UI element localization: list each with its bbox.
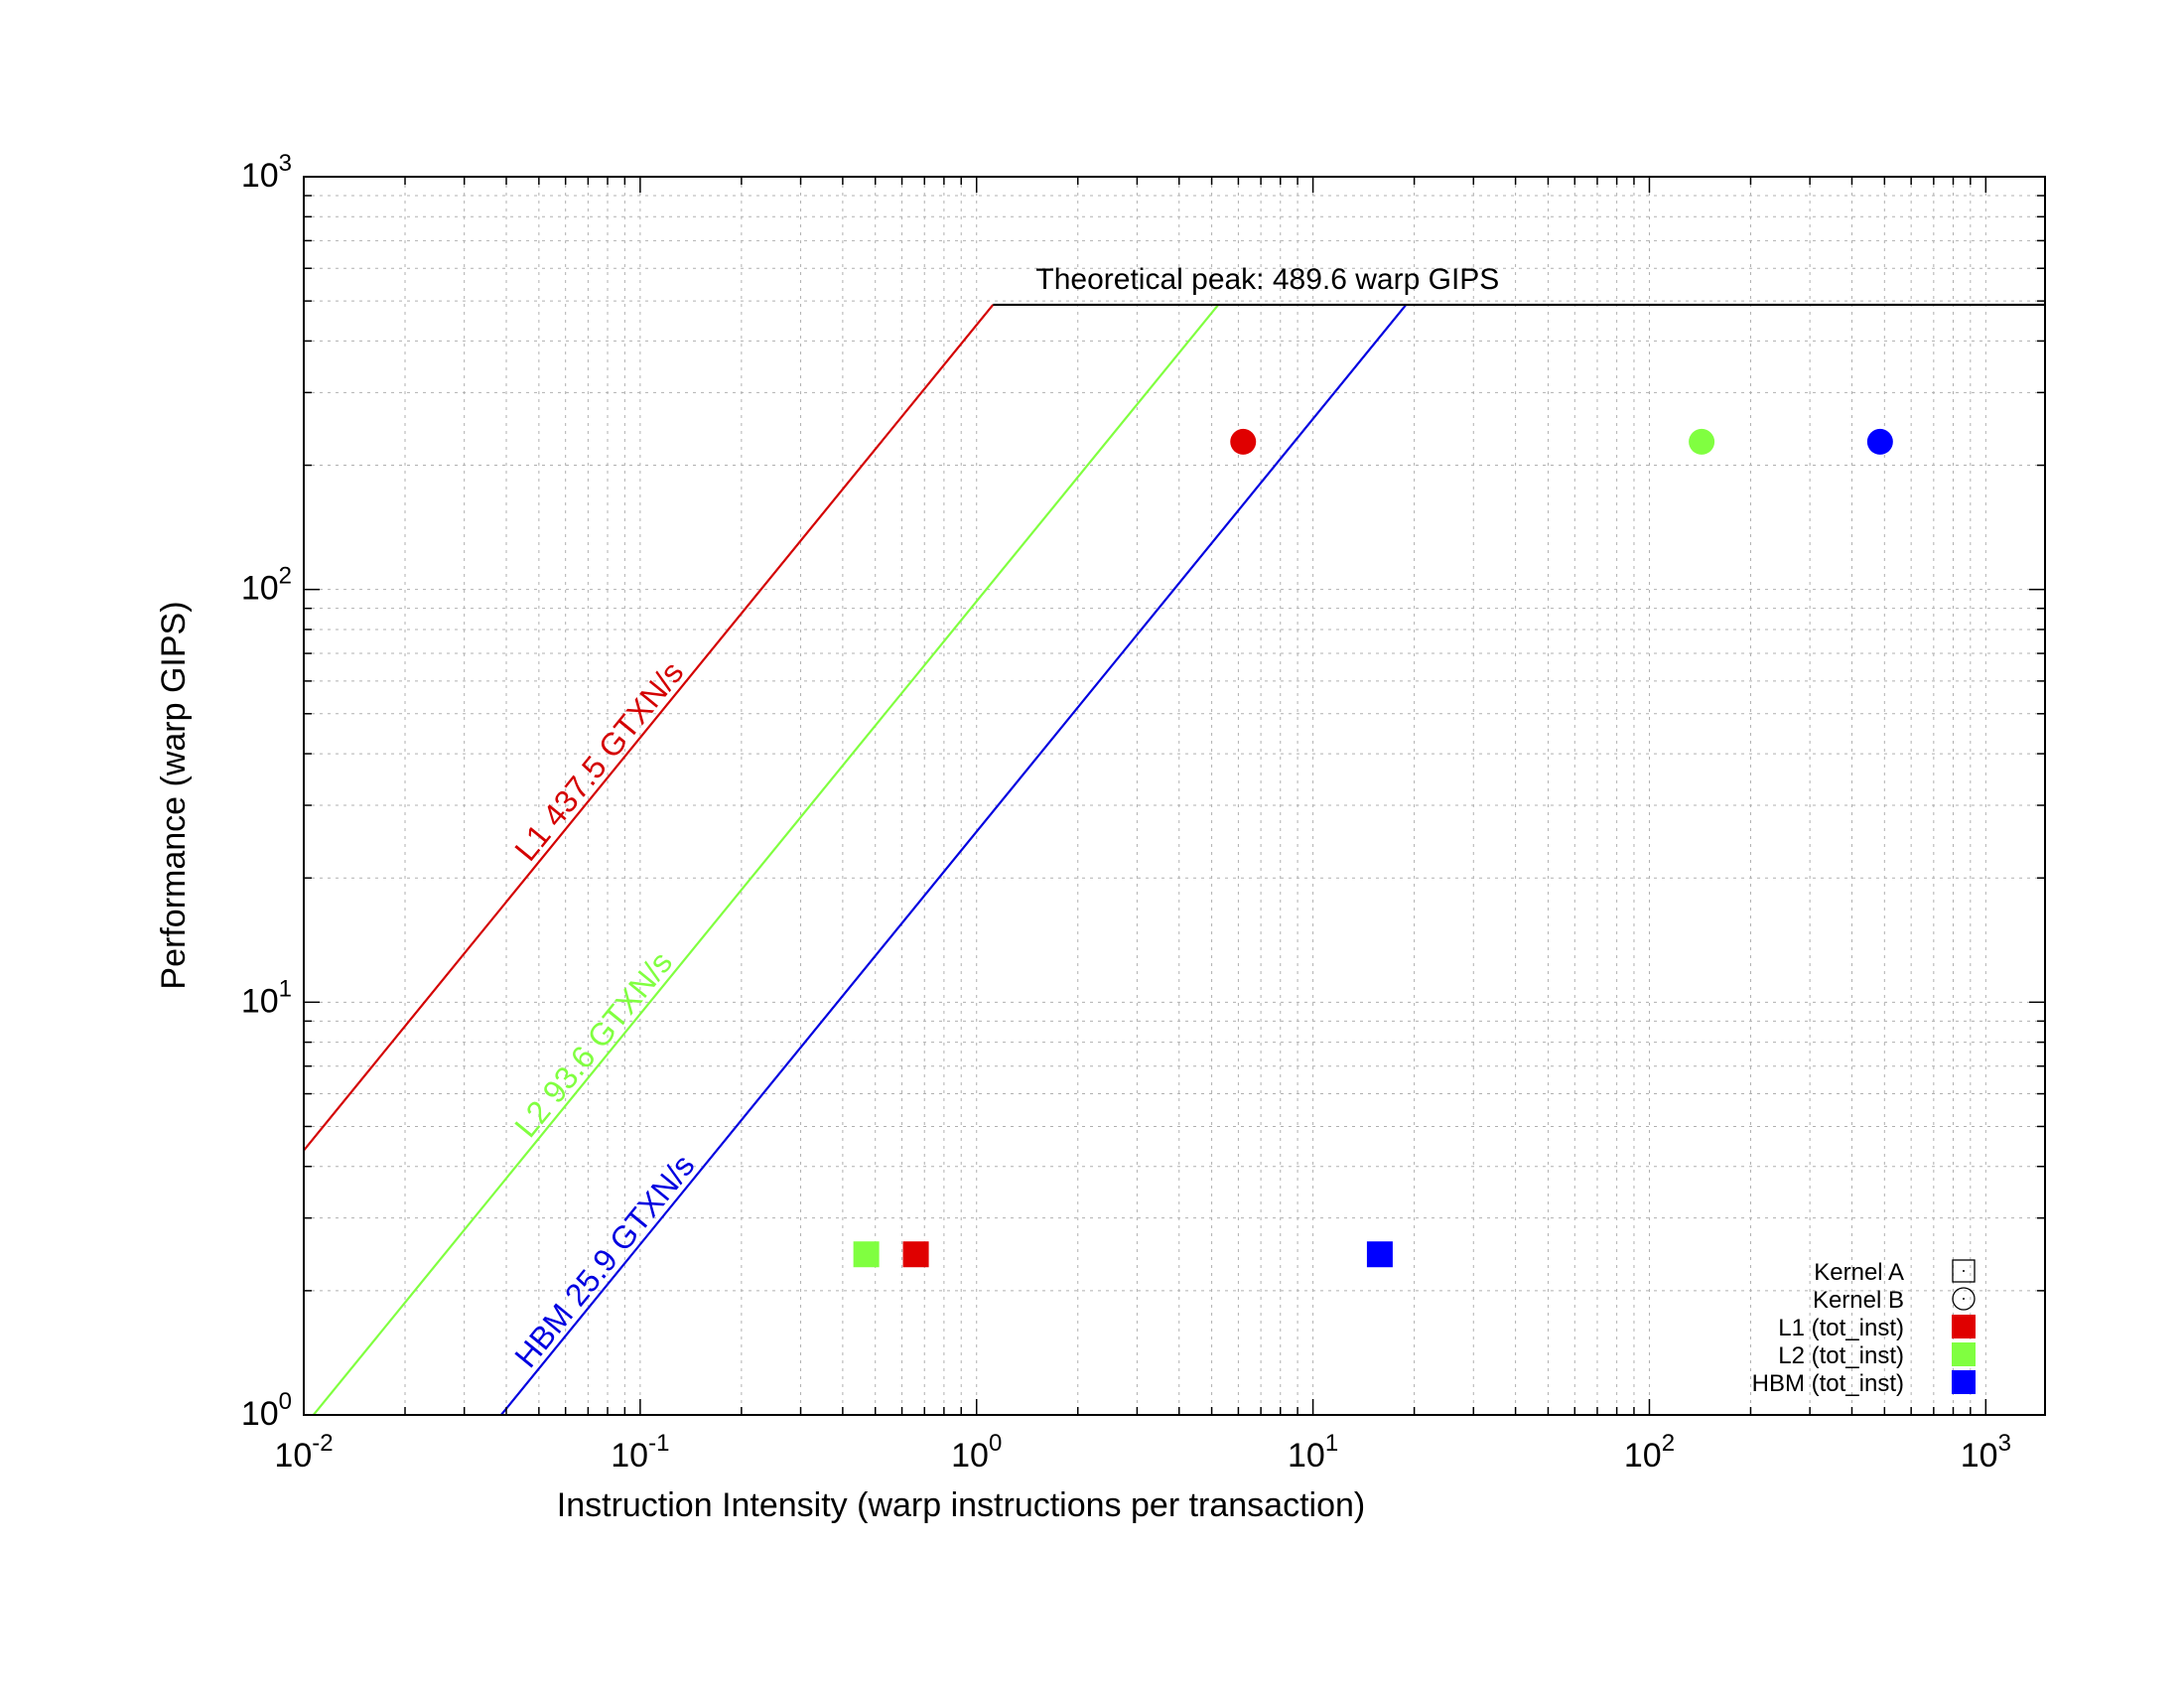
legend-circle-marker xyxy=(1952,1287,1976,1311)
roofline-label: HBM 25.9 GTXN/s xyxy=(507,1148,701,1374)
peak-label: Theoretical peak: 489.6 warp GIPS xyxy=(1035,263,1499,296)
roofline-l2 xyxy=(312,304,1220,1415)
y-axis-label: Performance (warp GIPS) xyxy=(155,601,193,989)
y-tick-label: 100 xyxy=(241,1388,292,1433)
data-point-square xyxy=(902,1241,929,1268)
axis-ticks: 10-2 10-1 100 101 102 103 100 101 102 103 xyxy=(241,150,2045,1475)
legend-marker-dot xyxy=(1963,1270,1965,1272)
legend-label: L2 (tot_inst) xyxy=(1778,1342,1904,1369)
legend-color-swatch xyxy=(1952,1342,1976,1366)
roofline-l1 xyxy=(304,304,995,1152)
roofline-hbm xyxy=(499,304,1408,1415)
x-tick-label: 10-1 xyxy=(611,1430,669,1475)
data-point-square xyxy=(1366,1241,1393,1268)
x-tick-label: 100 xyxy=(951,1430,1002,1475)
legend-label: Kernel A xyxy=(1814,1259,1904,1286)
legend-color-swatch xyxy=(1952,1370,1976,1394)
plot-content xyxy=(304,303,2045,1415)
legend-color-swatch xyxy=(1952,1315,1976,1338)
legend-label: Kernel B xyxy=(1813,1287,1904,1314)
roofline-label: L2 93.6 GTXN/s xyxy=(507,944,679,1144)
data-point-circle xyxy=(1689,428,1715,455)
legend-label: HBM (tot_inst) xyxy=(1752,1370,1904,1397)
x-axis-label: Instruction Intensity (warp instructions… xyxy=(557,1486,1365,1524)
data-point-circle xyxy=(1230,428,1257,455)
y-tick-label: 103 xyxy=(241,150,292,195)
legend-label: L1 (tot_inst) xyxy=(1778,1315,1904,1341)
x-tick-label: 10-2 xyxy=(274,1430,333,1475)
plot-frame xyxy=(303,176,2046,1416)
x-tick-label: 101 xyxy=(1288,1430,1338,1475)
data-point-circle xyxy=(1866,428,1893,455)
roofline-label: L1 437.5 GTXN/s xyxy=(507,654,690,867)
data-point-square xyxy=(853,1241,880,1268)
y-tick-label: 102 xyxy=(241,563,292,608)
x-tick-label: 102 xyxy=(1624,1430,1675,1475)
legend-square-marker xyxy=(1952,1259,1976,1283)
y-tick-label: 101 xyxy=(241,975,292,1020)
x-tick-label: 103 xyxy=(1961,1430,2011,1475)
legend-marker-dot xyxy=(1963,1298,1965,1300)
